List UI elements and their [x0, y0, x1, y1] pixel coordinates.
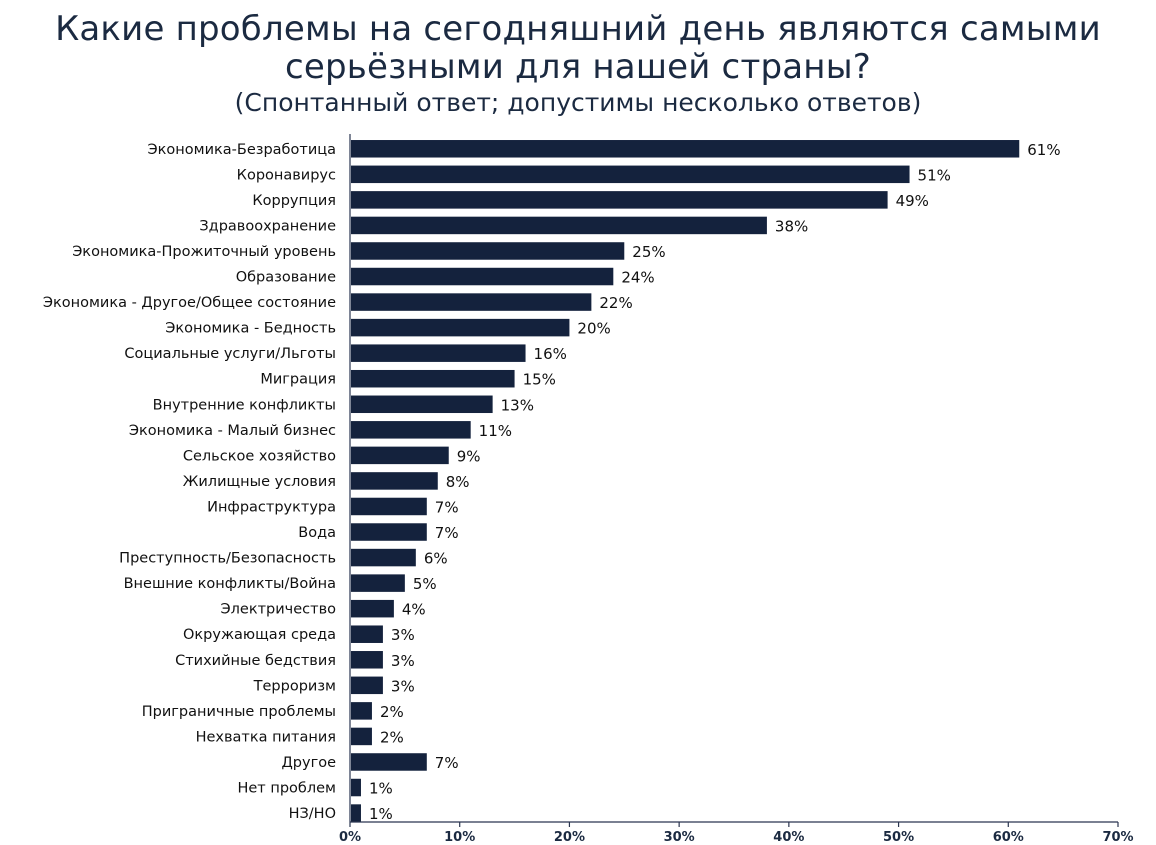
category-label: Внутренние конфликты — [153, 397, 336, 413]
value-label: 22% — [599, 294, 632, 312]
bar — [351, 497, 427, 516]
value-label: 7% — [435, 498, 459, 516]
bar — [351, 574, 405, 592]
chart-subtitle: (Спонтанный ответ; допустимы несколько о… — [234, 88, 922, 117]
value-label: 61% — [1027, 141, 1060, 159]
value-label: 4% — [402, 601, 426, 619]
bar — [351, 523, 427, 541]
category-label: Коррупция — [252, 193, 336, 209]
value-label: 15% — [523, 371, 556, 389]
value-label: 8% — [446, 473, 470, 491]
value-label: 3% — [391, 626, 415, 644]
bar — [351, 548, 416, 567]
category-label: Приграничные проблемы — [142, 704, 336, 720]
category-label: Миграция — [260, 372, 336, 388]
x-tick-label: 50% — [883, 830, 914, 845]
category-label: Нет проблем — [237, 781, 336, 797]
category-label: Сельское хозяйство — [183, 448, 336, 464]
value-label: 38% — [775, 217, 808, 235]
bar — [351, 753, 427, 771]
bar — [351, 727, 372, 746]
category-label: Экономика-Прожиточный уровень — [72, 244, 336, 260]
value-label: 24% — [621, 269, 654, 287]
x-tick-label: 60% — [993, 830, 1024, 845]
value-label: 16% — [534, 345, 567, 363]
bar — [351, 676, 383, 695]
category-label: Стихийные бедствия — [175, 653, 336, 669]
bar — [351, 191, 888, 209]
value-label: 6% — [424, 550, 448, 568]
value-label: 49% — [896, 192, 929, 210]
category-label: Терроризм — [253, 678, 336, 694]
category-label: Образование — [236, 270, 336, 286]
value-label: 9% — [457, 447, 481, 465]
category-label: НЗ/НО — [289, 806, 336, 822]
bar — [351, 140, 1020, 158]
bar — [351, 702, 372, 720]
bar — [351, 165, 910, 184]
category-label: Электричество — [221, 602, 337, 618]
value-label: 5% — [413, 575, 437, 593]
value-label: 1% — [369, 805, 393, 823]
category-label: Здравоохранение — [199, 218, 336, 234]
x-tick-label: 0% — [339, 830, 361, 845]
x-tick-label: 10% — [444, 830, 475, 845]
value-label: 2% — [380, 703, 404, 721]
bar — [351, 778, 361, 797]
category-label: Внешние конфликты/Война — [124, 576, 336, 592]
bar — [351, 369, 515, 388]
category-label: Другое — [281, 755, 336, 771]
bar — [351, 395, 493, 414]
category-label: Преступность/Безопасность — [119, 551, 336, 567]
x-tick-label: 20% — [554, 830, 585, 845]
bar — [351, 804, 361, 822]
value-label: 3% — [391, 677, 415, 695]
bar — [351, 293, 592, 311]
bar — [351, 651, 383, 669]
bar — [351, 318, 570, 337]
x-tick-label: 40% — [773, 830, 804, 845]
value-label: 51% — [918, 166, 951, 184]
x-tick-label: 70% — [1102, 830, 1133, 845]
value-label: 11% — [479, 422, 512, 440]
category-label: Экономика - Другое/Общее состояние — [43, 295, 336, 311]
value-label: 13% — [501, 396, 534, 414]
value-label: 1% — [369, 780, 393, 798]
category-label: Окружающая среда — [183, 627, 336, 643]
value-label: 3% — [391, 652, 415, 670]
bar — [351, 599, 394, 618]
category-label: Инфраструктура — [207, 499, 336, 515]
bar — [351, 344, 526, 362]
category-label: Жилищные условия — [183, 474, 336, 490]
category-label: Экономика-Безработица — [148, 142, 336, 158]
bar — [351, 421, 471, 439]
category-label: Экономика - Бедность — [165, 321, 336, 337]
bar — [351, 446, 449, 465]
bar — [351, 242, 625, 260]
category-label: Экономика - Малый бизнес — [129, 423, 336, 439]
category-label: Социальные услуги/Льготы — [124, 346, 336, 362]
chart-title-line-1: Какие проблемы на сегодняшний день являю… — [55, 9, 1101, 49]
bar — [351, 267, 614, 286]
chart-title-line-2: серьёзными для нашей страны? — [285, 47, 871, 87]
x-tick-label: 30% — [664, 830, 695, 845]
chart-title-block: Какие проблемы на сегодняшний день являю… — [0, 10, 1156, 118]
bar — [351, 216, 767, 235]
value-label: 25% — [632, 243, 665, 261]
bar — [351, 472, 438, 490]
value-label: 2% — [380, 728, 404, 746]
value-label: 7% — [435, 754, 459, 772]
value-label: 7% — [435, 524, 459, 542]
category-label: Коронавирус — [237, 167, 336, 183]
value-label: 20% — [577, 320, 610, 338]
bar — [351, 625, 383, 643]
category-label: Нехватка питания — [196, 729, 336, 745]
category-label: Вода — [298, 525, 336, 541]
